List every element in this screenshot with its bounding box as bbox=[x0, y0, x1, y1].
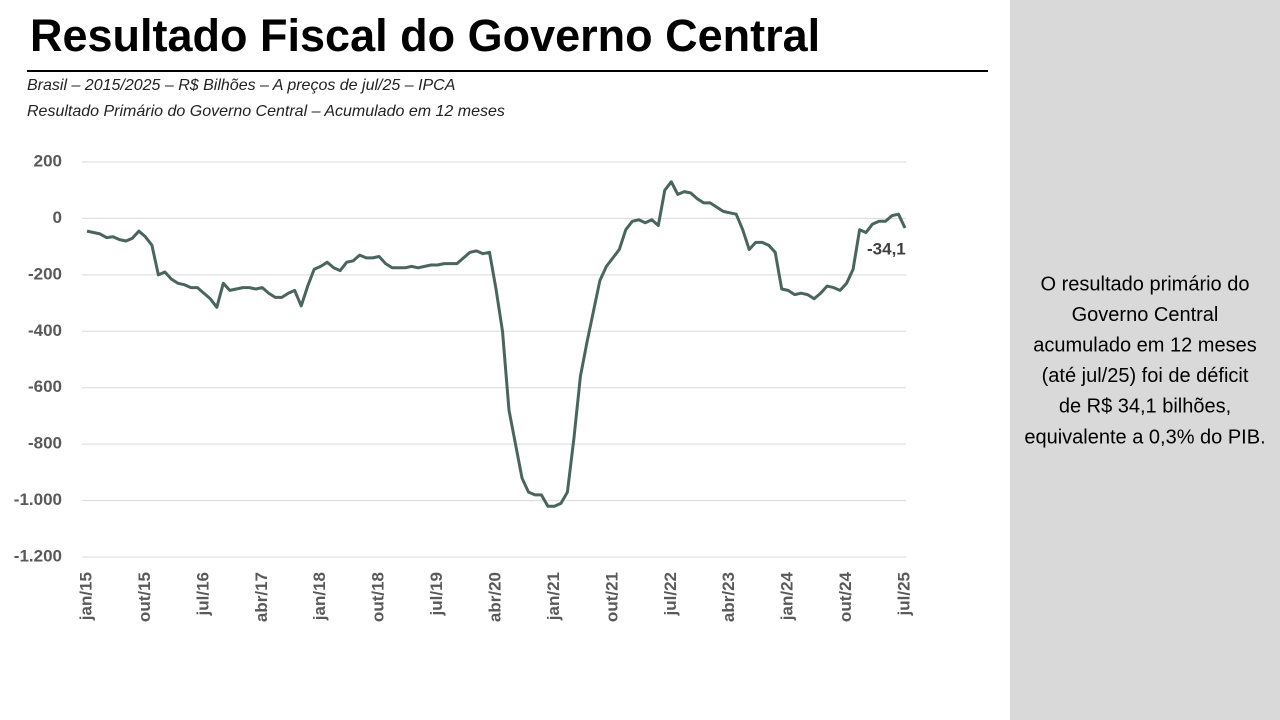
x-tick-label: jan/24 bbox=[778, 571, 797, 621]
subtitle: Resultado Primário do Governo Central – … bbox=[27, 103, 505, 120]
y-tick-label: -1.200 bbox=[14, 546, 62, 565]
y-tick-label: 0 bbox=[53, 208, 62, 227]
data-line bbox=[86, 180, 907, 508]
side-note-line: equivalente a 0,3% do PIB. bbox=[1024, 426, 1265, 448]
side-note-line: (até jul/25) foi de déficit bbox=[1042, 365, 1249, 387]
side-note-line: O resultado primário do bbox=[1041, 273, 1250, 295]
x-tick-label: jan/18 bbox=[310, 572, 329, 621]
side-panel bbox=[1010, 0, 1280, 720]
y-tick-label: -200 bbox=[28, 264, 62, 283]
x-tick-label: abr/20 bbox=[485, 572, 504, 622]
side-note-line: acumulado em 12 meses bbox=[1033, 334, 1256, 356]
x-tick-label: jul/16 bbox=[193, 572, 212, 616]
side-note-line: Governo Central bbox=[1072, 304, 1219, 326]
x-tick-label: out/24 bbox=[836, 571, 855, 622]
y-tick-label: 200 bbox=[34, 151, 62, 170]
side-note: O resultado primário do Governo Central ac… bbox=[1024, 273, 1265, 448]
y-tick-label: -1.000 bbox=[14, 490, 62, 509]
y-tick-label: -400 bbox=[28, 321, 62, 340]
x-tick-label: jul/19 bbox=[427, 572, 446, 616]
subtitle: Brasil – 2015/2025 – R$ Bilhões – A preç… bbox=[27, 77, 455, 94]
x-tick-label: jan/15 bbox=[76, 572, 95, 621]
x-tick-label: abr/23 bbox=[719, 572, 738, 622]
chart-title: Resultado Fiscal do Governo Central bbox=[30, 10, 820, 61]
x-tick-label: jul/25 bbox=[894, 572, 913, 616]
x-tick-label: jul/22 bbox=[661, 572, 680, 616]
y-tick-label: -800 bbox=[28, 434, 62, 453]
side-note-line: de R$ 34,1 bilhões, bbox=[1059, 396, 1231, 418]
end-label: -34,1 bbox=[867, 240, 906, 259]
x-tick-label: out/15 bbox=[135, 572, 154, 622]
y-tick-label: -600 bbox=[28, 377, 62, 396]
x-tick-label: out/21 bbox=[602, 572, 621, 622]
plot: 200 0 -200 -400 -600 -800 -1.000 -1.200 jan/15 ou… bbox=[14, 151, 914, 622]
x-tick-label: abr/17 bbox=[252, 572, 271, 622]
x-tick-label: jan/21 bbox=[544, 572, 563, 621]
x-tick-label: out/18 bbox=[369, 572, 388, 622]
